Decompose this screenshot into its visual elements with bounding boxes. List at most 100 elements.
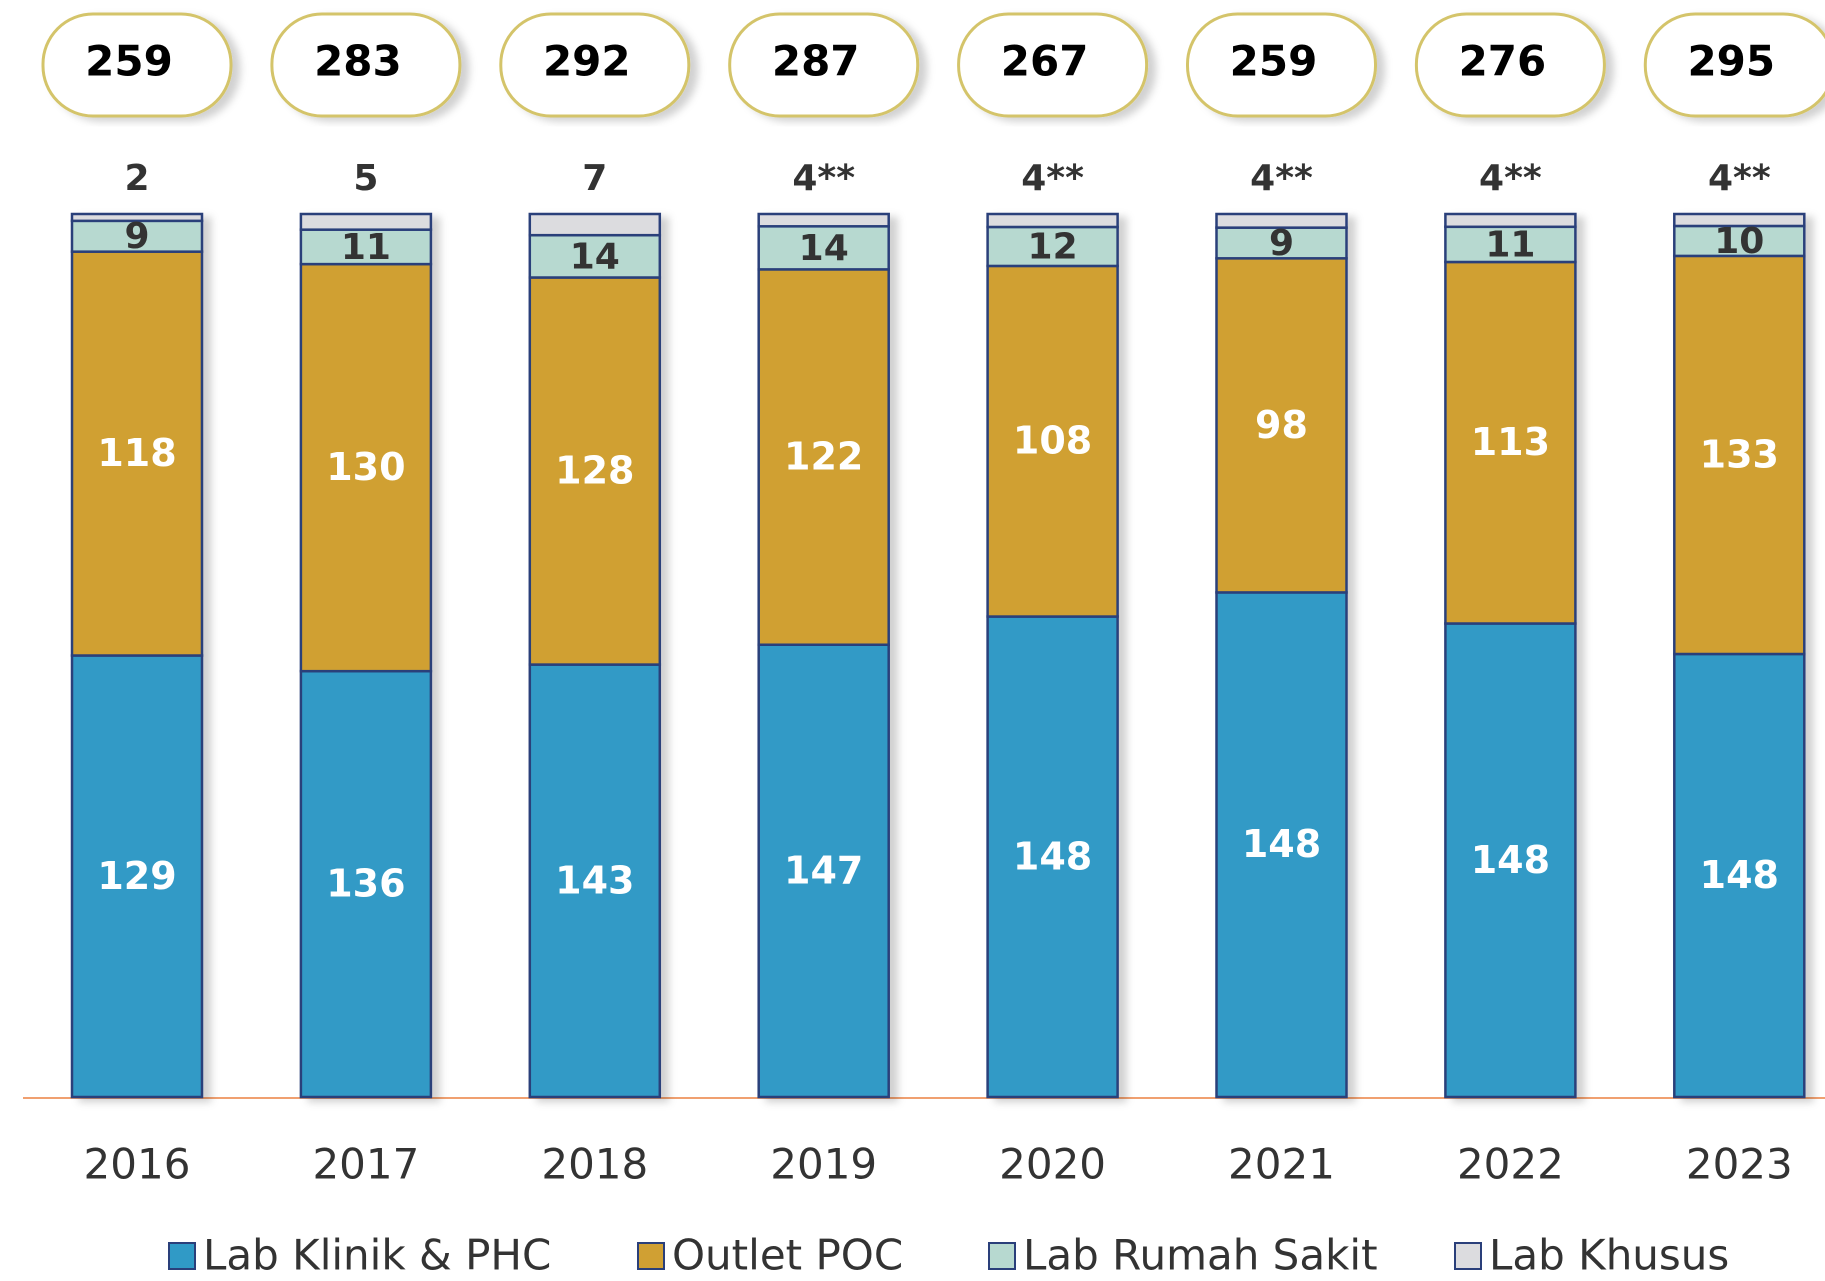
value-label: 130 — [326, 445, 405, 489]
bar-segment — [1215, 591, 1348, 1099]
total-bubble — [270, 12, 462, 118]
bar-segment — [70, 654, 204, 1099]
bar-stack — [299, 212, 433, 1099]
bar-segment — [528, 233, 662, 279]
bar-segment — [299, 228, 433, 266]
value-label: 148 — [1700, 853, 1779, 897]
x-tick-label: 2017 — [312, 1140, 419, 1189]
bar-segment — [1673, 224, 1806, 258]
value-label: 148 — [1471, 838, 1550, 882]
total-bubble — [41, 12, 233, 118]
value-label: 9 — [1269, 223, 1294, 264]
bar-segment — [1444, 260, 1577, 625]
x-tick-label: 2023 — [1686, 1140, 1793, 1189]
bar-segment — [1444, 622, 1577, 1099]
bar-segment — [528, 663, 662, 1099]
legend-swatch — [1454, 1242, 1482, 1270]
total-bubble — [1414, 12, 1606, 118]
total-label: 259 — [85, 37, 173, 86]
bar-segment — [986, 615, 1119, 1099]
total-bubble — [728, 12, 920, 118]
value-label: 4** — [1479, 158, 1542, 199]
value-label: 98 — [1255, 403, 1308, 447]
bar-stack — [70, 212, 204, 1099]
value-label: 12 — [1028, 226, 1078, 267]
legend-label: Lab Khusus — [1489, 1231, 1729, 1280]
value-label: 122 — [784, 435, 863, 479]
x-tick-label: 2018 — [541, 1140, 648, 1189]
value-label: 7 — [582, 158, 607, 199]
bar-segment — [70, 212, 204, 223]
total-label: 295 — [1687, 37, 1775, 86]
bar-segment — [1673, 254, 1806, 656]
total-bubble — [1643, 12, 1825, 118]
value-label: 4** — [1021, 158, 1084, 199]
bar-segment — [757, 212, 890, 228]
bar-segment — [1673, 652, 1806, 1099]
total-label: 276 — [1459, 37, 1547, 86]
value-label: 133 — [1700, 432, 1779, 476]
legend-swatch — [168, 1242, 196, 1270]
bar-stack — [1673, 212, 1806, 1099]
legend-label: Outlet POC — [672, 1231, 903, 1280]
legend-swatch — [988, 1242, 1016, 1270]
value-label: 148 — [1013, 834, 1092, 878]
bar-segment — [70, 250, 204, 657]
value-label: 14 — [799, 228, 849, 269]
value-label: 2 — [124, 158, 149, 199]
x-tick-label: 2016 — [84, 1140, 191, 1189]
bar-segment — [986, 264, 1119, 618]
value-label: 113 — [1471, 420, 1550, 464]
value-label: 129 — [97, 854, 176, 898]
bar-segment — [299, 212, 433, 231]
value-label: 118 — [97, 431, 176, 475]
bar-segment — [299, 262, 433, 673]
x-tick-label: 2021 — [1228, 1140, 1335, 1189]
bar-segment — [986, 212, 1119, 229]
value-label: 11 — [341, 227, 391, 268]
bar-segment — [757, 225, 890, 271]
bar-segment — [757, 643, 890, 1099]
bar-segment — [1673, 212, 1806, 228]
value-label: 4** — [792, 158, 855, 199]
value-label: 108 — [1013, 419, 1092, 463]
value-label: 143 — [555, 858, 634, 902]
bar-segment — [1215, 257, 1348, 594]
bar-segment — [1215, 212, 1348, 229]
bar-segment — [757, 268, 890, 646]
value-label: 136 — [326, 862, 405, 906]
value-label: 128 — [555, 449, 634, 493]
bar-stack — [528, 212, 662, 1099]
legend-label: Lab Klinik & PHC — [203, 1231, 551, 1280]
total-bubble — [499, 12, 691, 118]
bar-stack — [1444, 212, 1577, 1099]
legend-swatch — [637, 1242, 665, 1270]
bar-stack — [1215, 212, 1348, 1099]
total-label: 287 — [772, 37, 860, 86]
x-tick-label: 2020 — [999, 1140, 1106, 1189]
x-tick-label: 2022 — [1457, 1140, 1564, 1189]
bar-segment — [986, 225, 1119, 268]
bar-segment — [528, 212, 662, 237]
value-label: 11 — [1485, 224, 1535, 265]
bar-stack — [986, 212, 1119, 1099]
legend-label: Lab Rumah Sakit — [1023, 1231, 1378, 1280]
total-label: 259 — [1230, 37, 1318, 86]
bar-stack — [757, 212, 890, 1099]
total-label: 267 — [1001, 37, 1089, 86]
bar-segment — [299, 669, 433, 1099]
value-label: 148 — [1242, 822, 1321, 866]
value-label: 10 — [1714, 221, 1764, 262]
value-label: 4** — [1708, 158, 1771, 199]
value-label: 4** — [1250, 158, 1313, 199]
bar-segment — [1444, 212, 1577, 229]
x-tick-label: 2019 — [770, 1140, 877, 1189]
total-label: 292 — [543, 37, 631, 86]
value-label: 147 — [784, 848, 863, 892]
total-label: 283 — [314, 37, 402, 86]
total-bubble — [957, 12, 1149, 118]
value-label: 9 — [124, 216, 149, 257]
value-label: 5 — [353, 158, 378, 199]
total-bubble — [1186, 12, 1377, 118]
